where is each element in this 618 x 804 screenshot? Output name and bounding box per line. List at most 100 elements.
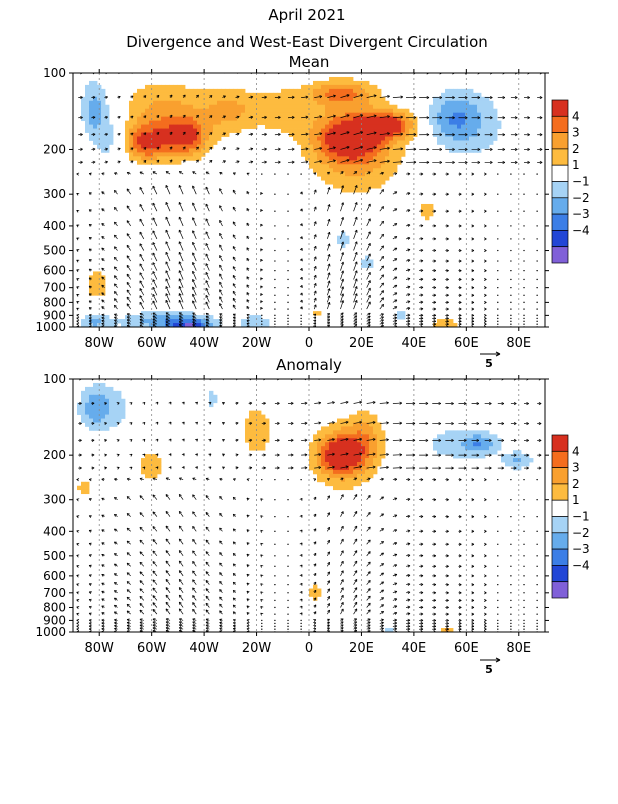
field-cell bbox=[373, 101, 377, 105]
field-cell bbox=[341, 164, 345, 168]
field-cell bbox=[185, 148, 189, 152]
vector-dot bbox=[274, 270, 275, 271]
field-cell bbox=[129, 121, 133, 125]
field-cell bbox=[349, 129, 353, 133]
field-cell bbox=[153, 462, 157, 466]
field-cell bbox=[189, 105, 193, 109]
field-cell bbox=[489, 101, 493, 105]
field-cell bbox=[233, 89, 237, 93]
field-cell bbox=[385, 121, 389, 125]
field-cell bbox=[453, 434, 457, 438]
field-cell bbox=[381, 430, 385, 434]
vector-dot bbox=[510, 260, 511, 261]
field-cell bbox=[113, 403, 117, 407]
field-cell bbox=[477, 105, 481, 109]
field-cell bbox=[341, 105, 345, 109]
field-cell bbox=[137, 148, 141, 152]
vector-dot bbox=[523, 270, 524, 271]
field-cell bbox=[313, 446, 317, 450]
field-cell bbox=[157, 85, 161, 89]
field-cell bbox=[337, 101, 341, 105]
field-cell bbox=[297, 140, 301, 144]
vector-dot bbox=[287, 324, 288, 325]
field-cell bbox=[349, 168, 353, 172]
field-cell bbox=[481, 117, 485, 121]
field-cell bbox=[257, 426, 261, 430]
figure-subtitle: Divergence and West-East Divergent Circu… bbox=[126, 33, 488, 51]
field-cell bbox=[93, 129, 97, 133]
field-cell bbox=[381, 156, 385, 160]
field-cell bbox=[321, 85, 325, 89]
field-cell bbox=[353, 140, 357, 144]
field-cell bbox=[165, 101, 169, 105]
field-cell bbox=[457, 109, 461, 113]
field-cell bbox=[297, 105, 301, 109]
field-cell bbox=[161, 113, 165, 117]
field-cell bbox=[357, 117, 361, 121]
field-cell bbox=[485, 105, 489, 109]
field-cell bbox=[493, 450, 497, 454]
field-cell bbox=[357, 442, 361, 446]
field-cell bbox=[337, 450, 341, 454]
field-cell bbox=[269, 93, 273, 97]
field-cell bbox=[337, 125, 341, 129]
field-cell bbox=[241, 101, 245, 105]
field-cell bbox=[381, 168, 385, 172]
field-cell bbox=[113, 411, 117, 415]
field-cell bbox=[449, 89, 453, 93]
field-cell bbox=[293, 89, 297, 93]
field-cell bbox=[161, 97, 165, 101]
field-cell bbox=[421, 204, 425, 208]
field-cell bbox=[273, 121, 277, 125]
field-cell bbox=[321, 434, 325, 438]
field-cell bbox=[269, 113, 273, 117]
field-cell bbox=[489, 434, 493, 438]
field-cell bbox=[353, 121, 357, 125]
field-cell bbox=[85, 486, 89, 490]
field-cell bbox=[233, 105, 237, 109]
field-cell bbox=[329, 470, 333, 474]
field-cell bbox=[393, 144, 397, 148]
field-cell bbox=[201, 97, 205, 101]
field-cell bbox=[325, 105, 329, 109]
field-cell bbox=[345, 105, 349, 109]
field-cell bbox=[293, 137, 297, 141]
field-cell bbox=[329, 125, 333, 129]
field-cell bbox=[317, 156, 321, 160]
vector-dot bbox=[536, 295, 537, 296]
field-cell bbox=[217, 117, 221, 121]
field-cell bbox=[317, 89, 321, 93]
field-cell bbox=[85, 419, 89, 423]
field-cell bbox=[329, 101, 333, 105]
field-cell bbox=[497, 446, 501, 450]
vector-dot bbox=[523, 193, 524, 194]
field-cell bbox=[369, 470, 373, 474]
field-cell bbox=[381, 105, 385, 109]
field-cell bbox=[481, 140, 485, 144]
field-cell bbox=[249, 101, 253, 105]
field-cell bbox=[225, 97, 229, 101]
field-cell bbox=[473, 140, 477, 144]
field-cell bbox=[165, 121, 169, 125]
vector-head bbox=[130, 467, 133, 469]
field-cell bbox=[157, 470, 161, 474]
field-cell bbox=[273, 93, 277, 97]
field-cell bbox=[313, 93, 317, 97]
vector-head bbox=[142, 439, 144, 442]
field-cell bbox=[189, 133, 193, 137]
field-cell bbox=[201, 319, 205, 323]
field-cell bbox=[261, 419, 265, 423]
colorbar-label: 1 bbox=[572, 158, 580, 172]
field-cell bbox=[457, 442, 461, 446]
field-cell bbox=[505, 458, 509, 462]
field-cell bbox=[269, 125, 273, 129]
field-cell bbox=[173, 137, 177, 141]
field-cell bbox=[105, 426, 109, 430]
field-cell bbox=[93, 291, 97, 295]
field-cell bbox=[317, 458, 321, 462]
field-cell bbox=[153, 125, 157, 129]
vector-dot bbox=[523, 287, 524, 288]
field-cell bbox=[85, 411, 89, 415]
field-cell bbox=[449, 109, 453, 113]
